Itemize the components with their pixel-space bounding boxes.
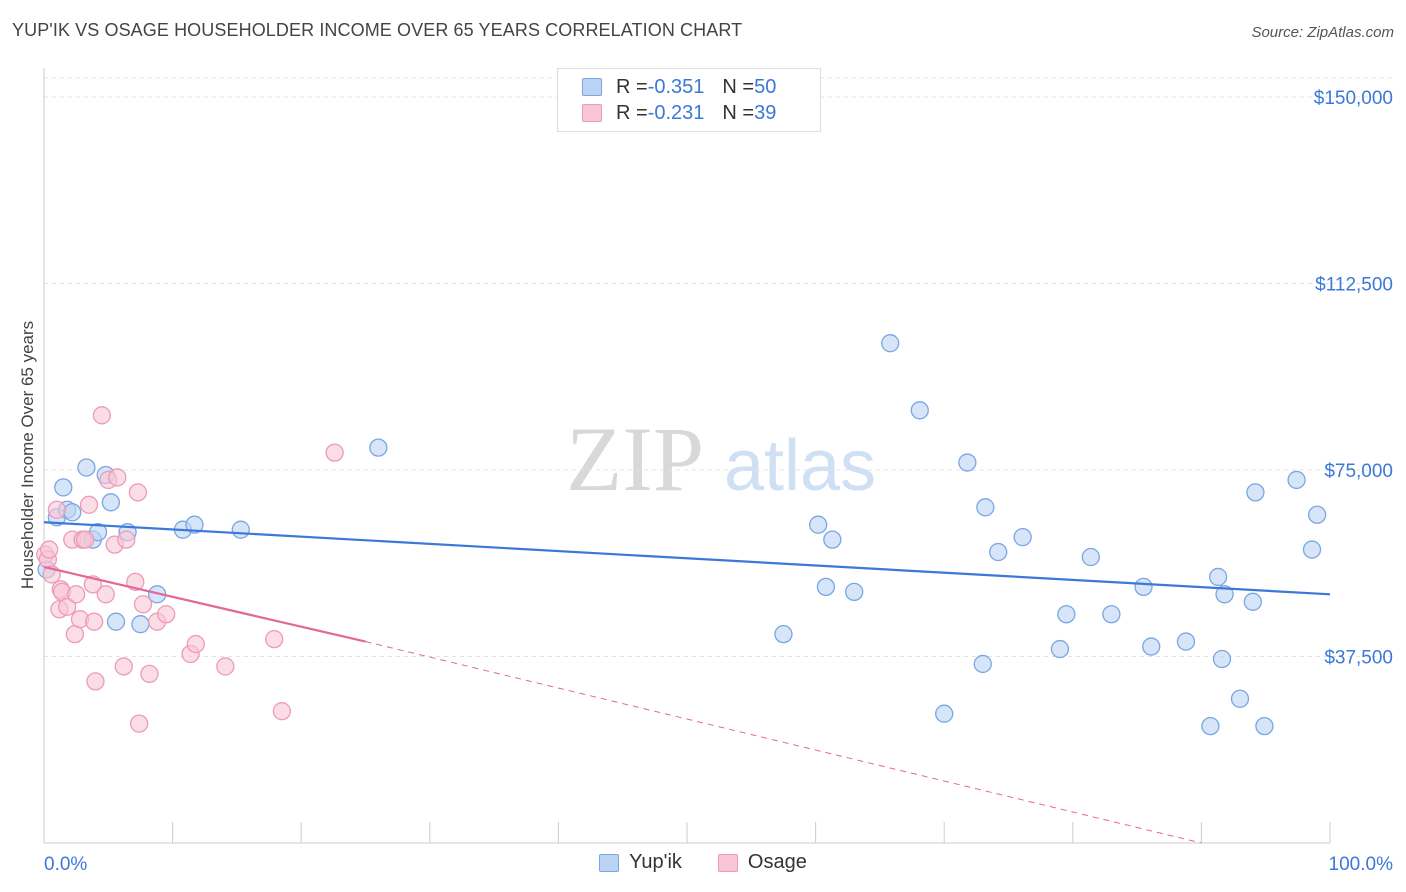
series-swatch-osage [717,853,738,872]
osage-point [140,664,159,684]
yupik-point [1302,540,1322,559]
yupik-point [1208,567,1228,587]
yupik-point [1230,689,1250,708]
legend-r-label: R = [616,75,648,98]
yupik-point [823,530,842,549]
osage-point [92,406,112,425]
osage-point [117,530,136,549]
yupik-point [881,334,900,353]
yupik-point [845,582,864,601]
legend-n-value: 50 [754,75,777,98]
osage-point [272,702,292,721]
series-legend-osage[interactable]: Osage [717,851,807,874]
yupik-point [1201,716,1220,736]
osage-point [186,634,205,654]
yupik-point [910,401,929,420]
yupik-point [1243,592,1262,611]
series-swatch-yupik [599,853,620,872]
osage-point [108,468,127,487]
yupik-point [1246,483,1265,502]
yupik-point [973,654,992,674]
yupik-point [1307,505,1327,524]
legend-r-value: -0.351 [647,75,705,98]
chart-title: YUP'IK VS OSAGE HOUSEHOLDER INCOME OVER … [12,20,743,40]
series-legend: Yup'ik Osage [0,851,1406,874]
yupik-point [101,493,121,512]
yupik-point [369,438,388,457]
yupik-point [1287,470,1306,490]
yupik-point [54,478,73,497]
yupik-point [106,612,126,631]
osage-point [114,657,133,676]
yupik-point [1176,632,1196,651]
series-label-yupik: Yup'ik [629,851,682,873]
yupik-point [935,704,954,723]
chart-source: Source: ZipAtlas.com [1251,24,1394,41]
osage-point [39,540,59,559]
yupik-point [774,624,793,644]
yupik-point [1215,585,1234,604]
yupik-point [231,520,250,539]
y-axis-label: Householder Income Over 65 years [18,320,37,590]
series-label-osage: Osage [747,851,807,873]
legend-r-label: R = [616,101,648,124]
osage-trend-line-extrapolated [365,641,1202,844]
x-tick-label: 100.0% [1329,854,1394,875]
yupik-point [1102,605,1121,624]
osage-point [86,672,105,691]
yupik-point [1013,527,1032,547]
yupik-point [131,615,150,634]
osage-point [325,443,344,462]
watermark-zip: ZIP [566,408,704,510]
osage-point [265,629,284,649]
osage-point [96,585,115,604]
osage-point [47,500,67,519]
y-tick-label: $150,000 [1314,88,1393,109]
series-legend-yupik[interactable]: Yup'ik [599,851,682,874]
legend-r-value: -0.231 [647,101,705,124]
legend-swatch-osage [582,104,602,122]
yupik-trend-line [43,521,1331,596]
x-tick-label: 0.0% [44,854,87,875]
yupik-point [809,515,828,534]
osage-point [133,595,153,614]
osage-point [57,597,77,616]
y-tick-label: $37,500 [1324,648,1393,669]
yupik-point [185,515,204,534]
osage-point [76,530,95,549]
legend-n-value: 39 [754,101,777,124]
osage-point [157,605,176,624]
watermark-atlas: atlas [724,426,876,506]
osage-point [128,483,148,502]
legend-row-yupik: R = -0.351 N = 50 [582,75,776,99]
y-tick-label: $75,000 [1324,461,1393,482]
osage-point [130,714,149,733]
legend-n-label: N = [722,75,755,98]
yupik-point [958,453,977,472]
yupik-point [1212,649,1232,669]
yupik-point [976,498,995,517]
legend-row-osage: R = -0.231 N = 39 [582,101,776,125]
yupik-point [77,458,96,477]
yupik-point [1134,577,1153,597]
osage-point [79,495,99,514]
yupik-point [1081,547,1100,567]
yupik-point [1255,716,1274,736]
yupik-point [1050,639,1070,659]
correlation-legend: R = -0.351 N = 50 R = -0.231 N = 39 [557,68,821,132]
yupik-point [989,542,1008,562]
yupik-point [1142,637,1161,656]
osage-point [85,612,104,631]
yupik-point [1057,605,1076,624]
y-tick-label: $112,500 [1315,275,1393,296]
yupik-point [63,503,82,522]
legend-n-label: N = [722,101,755,124]
osage-trend-line [43,565,366,643]
legend-swatch-yupik [582,78,602,96]
osage-point [67,585,86,604]
osage-point [216,657,235,676]
yupik-point [816,577,836,597]
